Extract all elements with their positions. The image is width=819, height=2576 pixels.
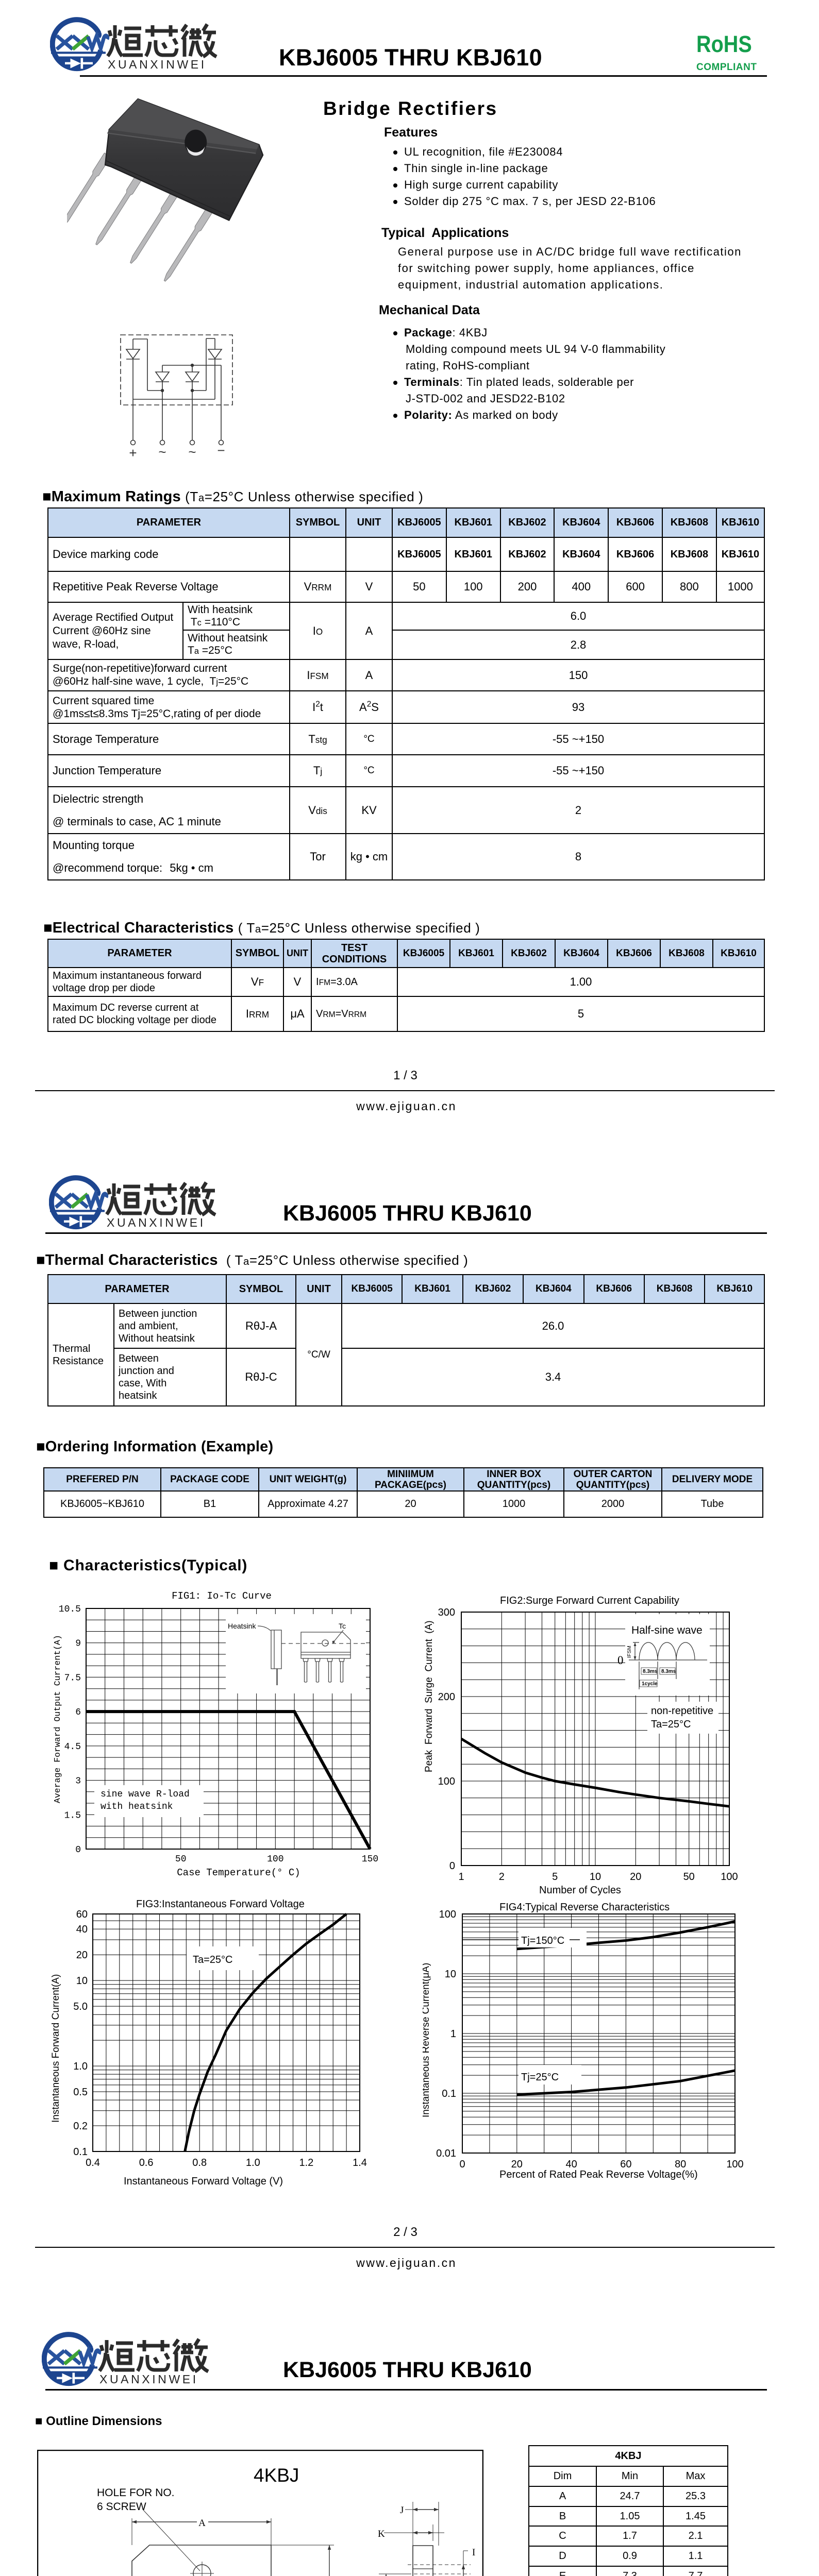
svg-text:3: 3 [75, 1776, 81, 1787]
svg-text:FIG4:Typical Reverse Character: FIG4:Typical Reverse Characteristics [499, 1902, 670, 1913]
svg-text:1.4: 1.4 [353, 2157, 367, 2168]
svg-text:non-repetitive: non-repetitive [651, 1705, 713, 1717]
svg-text:5: 5 [552, 1871, 558, 1883]
svg-text:0: 0 [449, 1860, 455, 1872]
svg-text:XUANXINWEI: XUANXINWEI [108, 58, 207, 71]
svg-text:Peak Forward Surge Current: Peak Forward Surge Current (A) [424, 1620, 434, 1772]
svg-text:XUANXINWEI: XUANXINWEI [107, 1216, 206, 1229]
svg-text:1: 1 [458, 1871, 464, 1883]
svg-text:Percent of Rated Peak Reverse: Percent of Rated Peak Reverse Voltage(%) [499, 2169, 698, 2180]
svg-text:80: 80 [675, 2159, 686, 2170]
svg-text:20: 20 [511, 2159, 523, 2170]
svg-text:IFSM: IFSM [627, 1646, 632, 1658]
svg-text:300: 300 [438, 1607, 455, 1618]
svg-text:4.5: 4.5 [64, 1742, 81, 1752]
svg-text:60: 60 [620, 2159, 631, 2170]
svg-text:~: ~ [188, 444, 196, 459]
svg-text:1.2: 1.2 [299, 2157, 313, 2168]
svg-text:40: 40 [76, 1924, 88, 1935]
svg-text:−: − [217, 443, 225, 458]
svg-text:50: 50 [175, 1854, 187, 1865]
svg-text:100: 100 [439, 1909, 456, 1920]
svg-text:0.6: 0.6 [139, 2157, 154, 2168]
svg-text:~: ~ [158, 444, 166, 459]
svg-text:FIG2:Surge Forward Current Cap: FIG2:Surge Forward Current Capability [500, 1595, 679, 1606]
svg-text:5.0: 5.0 [73, 2001, 88, 2012]
svg-text:Ta=25°C: Ta=25°C [193, 1954, 233, 1965]
svg-text:with heatsink: with heatsink [101, 1802, 173, 1812]
svg-text:8.3ms: 8.3ms [643, 1669, 658, 1674]
svg-text:K: K [378, 2529, 385, 2539]
svg-text:J: J [400, 2505, 404, 2516]
svg-text:Tj=150°C: Tj=150°C [521, 1935, 564, 1946]
svg-text:9: 9 [75, 1639, 81, 1649]
svg-text:10: 10 [590, 1871, 601, 1883]
svg-text:HOLE FOR NO.: HOLE FOR NO. [97, 2487, 175, 2499]
svg-text:FIG3:Instantaneous Forward Vol: FIG3:Instantaneous Forward Voltage [136, 1899, 305, 1910]
svg-text:Instantaneous Forward Voltage: Instantaneous Forward Voltage (V) [124, 2176, 283, 2187]
svg-text:0.8: 0.8 [192, 2157, 207, 2168]
svg-text:Tj=25°C: Tj=25°C [521, 2072, 559, 2083]
svg-text:0.2: 0.2 [73, 2121, 88, 2132]
svg-text:1.0: 1.0 [246, 2157, 260, 2168]
svg-text:0.5: 0.5 [73, 2087, 88, 2098]
svg-text:Instantaneous Reverse Current(: Instantaneous Reverse Current(μA) [423, 1963, 431, 2117]
svg-text:0.4: 0.4 [86, 2157, 100, 2168]
svg-text:sine wave R-load: sine wave R-load [101, 1789, 190, 1800]
svg-text:4KBJ: 4KBJ [254, 2465, 299, 2486]
svg-text:Tc: Tc [339, 1622, 346, 1630]
svg-text:60: 60 [76, 1909, 88, 1920]
svg-text:10.5: 10.5 [59, 1604, 81, 1615]
svg-text:0.1: 0.1 [442, 2088, 456, 2099]
svg-text:7.5: 7.5 [64, 1673, 81, 1683]
svg-text:6: 6 [75, 1707, 81, 1718]
svg-text:Ta=25°C: Ta=25°C [651, 1719, 691, 1730]
svg-text:I: I [472, 2547, 475, 2558]
svg-text:100: 100 [438, 1776, 455, 1787]
svg-text:Half-sine wave: Half-sine wave [631, 1624, 703, 1636]
svg-text:Average Forward Output Current: Average Forward Output Current(A) [53, 1635, 62, 1803]
svg-text:50: 50 [683, 1871, 695, 1883]
svg-text:FIG1: Io-Tc Curve: FIG1: Io-Tc Curve [172, 1590, 272, 1602]
svg-text:0: 0 [459, 2159, 465, 2170]
svg-text:0.1: 0.1 [73, 2146, 88, 2158]
svg-text:Number of Cycles: Number of Cycles [539, 1885, 621, 1896]
svg-text:100: 100 [721, 1871, 738, 1883]
svg-text:0: 0 [617, 1654, 624, 1667]
svg-text:100: 100 [726, 2159, 743, 2170]
svg-text:20: 20 [76, 1950, 88, 1961]
svg-text:10: 10 [76, 1975, 88, 1987]
svg-text:40: 40 [565, 2159, 577, 2170]
svg-text:6 SCREW: 6 SCREW [97, 2501, 146, 2513]
svg-text:XUANXINWEI: XUANXINWEI [99, 2372, 198, 2386]
svg-text:100: 100 [267, 1854, 283, 1865]
svg-text:+: + [129, 445, 137, 459]
svg-text:A: A [198, 2518, 206, 2529]
svg-text:0: 0 [75, 1845, 81, 1855]
svg-text:200: 200 [438, 1691, 455, 1703]
svg-text:0.01: 0.01 [436, 2148, 456, 2159]
svg-text:Instantaneous Forward Current(: Instantaneous Forward Current(A) [52, 1974, 61, 2123]
svg-text:8.3ms: 8.3ms [661, 1669, 676, 1674]
svg-text:1.0: 1.0 [73, 2061, 88, 2072]
svg-text:20: 20 [630, 1871, 641, 1883]
svg-text:1: 1 [450, 2028, 456, 2040]
svg-text:1cycle: 1cycle [642, 1681, 658, 1687]
svg-text:Heatsink: Heatsink [228, 1622, 256, 1630]
svg-text:10: 10 [445, 1969, 456, 1980]
svg-text:Case Temperature(° C): Case Temperature(° C) [177, 1867, 300, 1878]
svg-text:150: 150 [362, 1854, 378, 1865]
svg-text:1.5: 1.5 [64, 1810, 81, 1821]
svg-text:2: 2 [499, 1871, 505, 1883]
